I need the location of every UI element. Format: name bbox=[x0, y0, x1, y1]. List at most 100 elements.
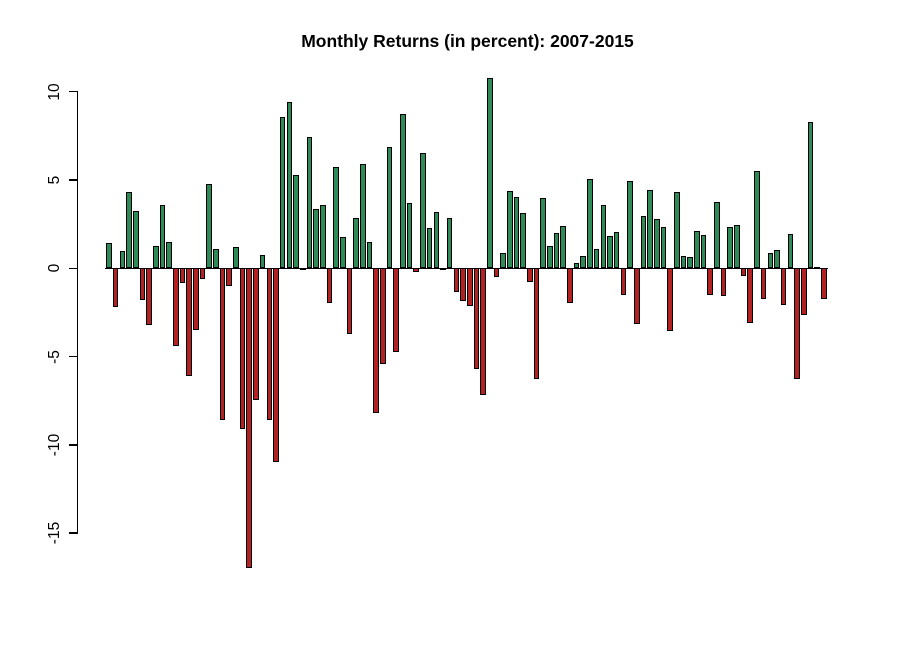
bar bbox=[807, 121, 814, 269]
y-tick-mark bbox=[69, 444, 78, 446]
bar bbox=[787, 233, 794, 269]
bar bbox=[674, 192, 680, 269]
bar bbox=[587, 179, 593, 269]
bar bbox=[814, 267, 820, 270]
bar bbox=[326, 268, 333, 304]
bar bbox=[246, 268, 253, 568]
bar bbox=[440, 268, 446, 271]
bar bbox=[112, 268, 119, 307]
bar bbox=[714, 201, 720, 269]
bar bbox=[293, 174, 299, 269]
y-tick-label: 5 bbox=[46, 175, 63, 185]
bar bbox=[480, 268, 486, 396]
bar bbox=[306, 137, 313, 269]
bar bbox=[273, 268, 279, 463]
bar bbox=[600, 204, 607, 269]
bar bbox=[727, 227, 734, 269]
bar bbox=[353, 217, 359, 269]
bar bbox=[286, 102, 293, 269]
bar bbox=[193, 268, 199, 330]
bar bbox=[507, 191, 513, 269]
bar bbox=[319, 205, 326, 269]
bar bbox=[660, 226, 667, 269]
bar bbox=[386, 146, 393, 269]
bar bbox=[466, 268, 473, 307]
y-tick-mark bbox=[69, 179, 78, 181]
bar bbox=[279, 117, 286, 269]
bar bbox=[520, 213, 526, 269]
bar bbox=[707, 268, 713, 295]
bar bbox=[780, 268, 787, 306]
bar bbox=[400, 113, 406, 269]
bar bbox=[219, 268, 226, 421]
bar bbox=[767, 253, 774, 269]
y-tick-label: -10 bbox=[46, 433, 63, 457]
bar bbox=[239, 268, 246, 429]
zero-baseline bbox=[105, 267, 828, 269]
bar bbox=[126, 191, 132, 269]
bar bbox=[800, 268, 807, 315]
chart-title: Monthly Returns (in percent): 2007-2015 bbox=[301, 31, 634, 51]
y-tick-mark bbox=[69, 355, 78, 358]
bar bbox=[820, 268, 827, 300]
bar bbox=[406, 203, 413, 269]
bar bbox=[132, 210, 139, 269]
bar bbox=[493, 268, 500, 278]
bar bbox=[146, 268, 152, 325]
bar bbox=[553, 233, 560, 269]
bar bbox=[333, 166, 339, 269]
bar bbox=[560, 225, 567, 269]
bar bbox=[547, 246, 553, 269]
bar bbox=[226, 268, 233, 286]
bar bbox=[667, 268, 673, 332]
bar bbox=[366, 242, 373, 269]
bar bbox=[760, 268, 767, 300]
y-tick-label: -5 bbox=[46, 349, 63, 364]
bar bbox=[179, 268, 186, 284]
bar bbox=[533, 268, 540, 380]
bar bbox=[580, 255, 587, 269]
bar bbox=[627, 180, 633, 269]
bar bbox=[139, 268, 146, 300]
bar bbox=[500, 253, 506, 269]
bar bbox=[486, 78, 493, 269]
bar bbox=[313, 208, 319, 269]
bar bbox=[653, 218, 660, 269]
bar bbox=[720, 268, 727, 296]
bar bbox=[607, 236, 613, 269]
bar bbox=[413, 268, 420, 273]
bar bbox=[173, 268, 179, 347]
bar bbox=[166, 242, 172, 269]
bar bbox=[346, 268, 353, 334]
bar bbox=[360, 164, 366, 269]
bar bbox=[620, 268, 627, 295]
bar bbox=[253, 268, 259, 401]
bar bbox=[540, 198, 546, 269]
bar bbox=[259, 254, 266, 269]
y-tick-label: 10 bbox=[46, 83, 63, 101]
bar bbox=[754, 171, 760, 269]
bar bbox=[794, 268, 800, 379]
bar bbox=[426, 228, 433, 269]
bar bbox=[680, 256, 687, 269]
bar bbox=[453, 268, 460, 293]
bar bbox=[106, 243, 112, 269]
bar bbox=[340, 236, 346, 269]
bar bbox=[373, 268, 379, 414]
bar bbox=[694, 231, 700, 269]
bar bbox=[299, 267, 306, 270]
bar bbox=[266, 268, 273, 420]
y-tick-mark bbox=[69, 90, 78, 93]
bar bbox=[740, 268, 747, 276]
bar bbox=[747, 268, 754, 324]
bar bbox=[700, 234, 707, 269]
bar bbox=[460, 268, 466, 301]
y-tick-mark bbox=[69, 267, 78, 270]
bar bbox=[433, 211, 440, 269]
bar bbox=[420, 152, 426, 269]
bar bbox=[213, 249, 219, 269]
y-tick-label: -15 bbox=[46, 522, 63, 545]
bar bbox=[613, 231, 620, 269]
y-tick-mark bbox=[69, 532, 78, 535]
